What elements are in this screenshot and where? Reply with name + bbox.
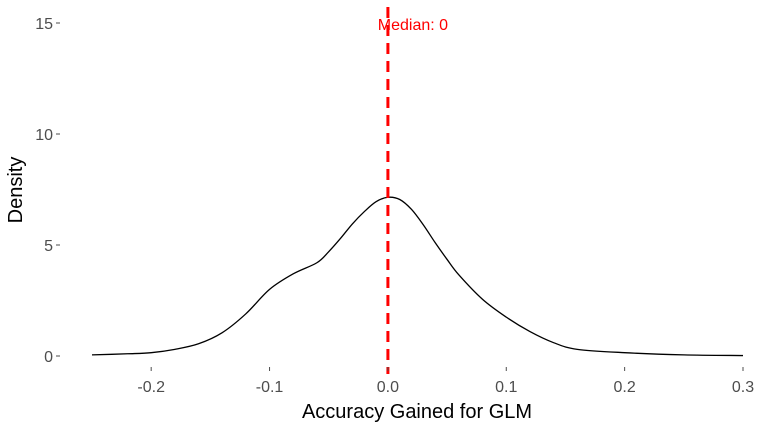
x-tick-label: 0.1: [495, 379, 517, 396]
x-axis: -0.2 -0.1 0.0 0.1 0.2 0.3: [137, 367, 754, 396]
x-axis-title: Accuracy Gained for GLM: [302, 401, 532, 423]
y-axis: 0 5 10 15: [35, 16, 60, 366]
x-tick-label: -0.1: [256, 379, 284, 396]
y-tick-label: 0: [44, 349, 53, 366]
y-axis-title: Density: [5, 157, 27, 224]
x-tick-label: 0.3: [732, 379, 754, 396]
density-curve: [91, 196, 744, 357]
median-label: Median: 0: [378, 17, 448, 34]
x-tick-label: 0.2: [614, 379, 636, 396]
x-tick-label: 0.0: [377, 379, 399, 396]
plot-area: Median: 0: [91, 7, 744, 374]
y-tick-label: 15: [35, 16, 53, 33]
y-tick-label: 10: [35, 127, 53, 144]
y-tick-label: 5: [44, 238, 53, 255]
x-tick-label: -0.2: [137, 379, 165, 396]
